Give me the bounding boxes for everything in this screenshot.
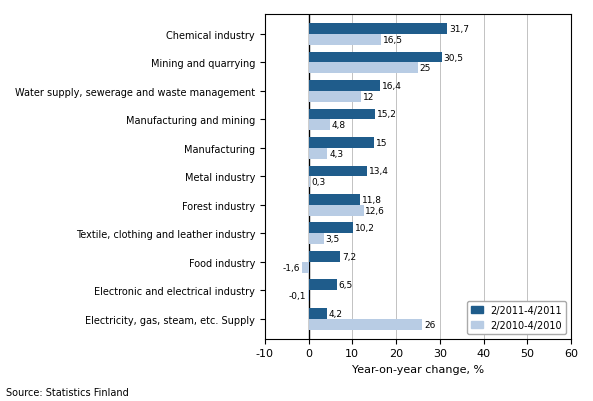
Text: 16,4: 16,4: [382, 82, 402, 91]
Bar: [308, 53, 442, 63]
Bar: [308, 138, 374, 148]
Text: 4,3: 4,3: [329, 150, 343, 158]
Text: 31,7: 31,7: [449, 25, 469, 34]
Text: 13,4: 13,4: [369, 167, 389, 176]
Bar: [308, 280, 337, 290]
Bar: [308, 24, 447, 35]
Text: 10,2: 10,2: [355, 224, 375, 233]
Text: 12,6: 12,6: [365, 206, 385, 215]
Bar: [308, 63, 418, 74]
Bar: [308, 205, 364, 216]
Text: 3,5: 3,5: [326, 235, 340, 243]
Text: 12: 12: [363, 93, 374, 101]
Text: 15,2: 15,2: [377, 110, 397, 119]
Bar: [308, 148, 327, 159]
Text: 25: 25: [420, 64, 431, 73]
Text: -0,1: -0,1: [289, 292, 307, 300]
Bar: [308, 308, 327, 319]
Text: 15: 15: [376, 139, 387, 148]
Bar: [308, 109, 375, 120]
Bar: [308, 81, 380, 92]
Text: 30,5: 30,5: [444, 53, 464, 62]
Bar: [308, 251, 340, 262]
Text: 4,8: 4,8: [331, 121, 346, 130]
Bar: [308, 166, 367, 177]
Bar: [308, 194, 360, 205]
Legend: 2/2011-4/2011, 2/2010-4/2010: 2/2011-4/2011, 2/2010-4/2010: [467, 302, 566, 334]
X-axis label: Year-on-year change, %: Year-on-year change, %: [352, 364, 484, 374]
Text: 26: 26: [424, 320, 435, 329]
Text: 7,2: 7,2: [342, 252, 356, 261]
Text: 16,5: 16,5: [382, 36, 403, 45]
Text: 11,8: 11,8: [362, 195, 382, 205]
Bar: [302, 262, 308, 273]
Bar: [308, 120, 330, 131]
Bar: [308, 177, 310, 188]
Text: 6,5: 6,5: [339, 281, 353, 290]
Bar: [308, 319, 422, 330]
Text: 0,3: 0,3: [312, 178, 326, 187]
Text: 4,2: 4,2: [329, 309, 343, 318]
Bar: [308, 35, 381, 46]
Text: Source: Statistics Finland: Source: Statistics Finland: [6, 387, 129, 397]
Bar: [308, 223, 353, 234]
Bar: [308, 234, 324, 245]
Text: -1,6: -1,6: [282, 263, 300, 272]
Bar: [308, 92, 361, 103]
